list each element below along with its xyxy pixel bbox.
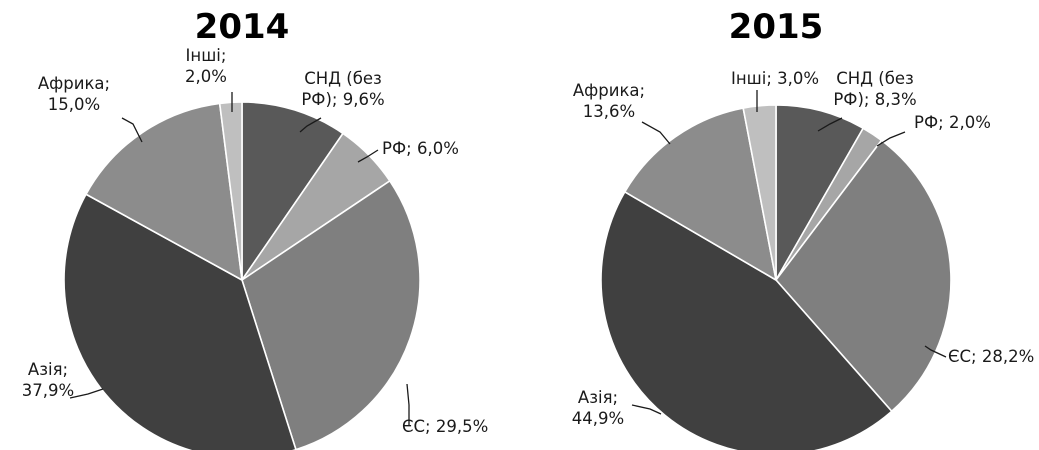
chart-2015: 2015 СНД (без РФ); 8,3% РФ; 2,0% ЄС; 28,2% А… [572, 7, 1034, 450]
slice-label-line: 15,0% [48, 95, 100, 114]
pie-slice-2014-6 [218, 101, 243, 281]
pie-slice-2015-4 [600, 190, 893, 450]
pie-slice-2015-6 [742, 104, 777, 281]
slice-label-line: ЄС; 28,2% [948, 347, 1034, 366]
pie-slice-2015-5 [623, 107, 778, 282]
slice-label-line: Інші; [186, 46, 227, 65]
slice-label-2014-1: СНД (без РФ); 9,6% [301, 69, 384, 109]
leader-line-2014-3 [406, 383, 410, 425]
leader-line-2014-1 [299, 117, 322, 133]
slice-labels-2014: СНД (без РФ); 9,6% РФ; 6,0% ЄС; 29,5% Азія; 3… [22, 46, 488, 436]
slice-label-line: ЄС; 29,5% [402, 417, 488, 436]
slice-label-line: РФ); 9,6% [301, 90, 384, 109]
pie-slice-2014-1 [241, 101, 345, 283]
slice-label-line: РФ; 2,0% [914, 113, 991, 132]
slice-label-2015-3: ЄС; 28,2% [948, 347, 1034, 366]
leader-line-2014-2 [357, 149, 379, 163]
slice-labels-2015: СНД (без РФ); 8,3% РФ; 2,0% ЄС; 28,2% Азія; 4… [572, 69, 1034, 428]
slice-label-line: Азія; [578, 388, 618, 407]
pie-slice-2015-3 [774, 139, 952, 413]
slice-label-2014-3: ЄС; 29,5% [402, 417, 488, 436]
pie-slice-2014-5 [84, 102, 243, 282]
slice-label-line: РФ); 8,3% [833, 90, 916, 109]
slice-label-2014-2: РФ; 6,0% [382, 139, 459, 158]
slice-label-line: РФ; 6,0% [382, 139, 459, 158]
chart-2014: 2014 СНД (без РФ); 9,6% РФ; 6,0% ЄС; 29,5% А… [22, 7, 488, 450]
slice-label-2015-4: Азія; 44,9% [572, 388, 624, 428]
leader-line-2015-4 [631, 404, 662, 415]
slice-label-2014-4: Азія; 37,9% [22, 360, 74, 400]
slice-label-2015-5: Африка; 13,6% [573, 81, 645, 121]
slice-label-2015-2: РФ; 2,0% [914, 113, 991, 132]
pie-slices-2014 [63, 101, 421, 450]
pie-slices-2015 [600, 104, 952, 450]
slice-label-line: СНД (без [836, 69, 914, 88]
slice-label-2015-6: Інші; 3,0% [731, 69, 819, 88]
slice-label-line: Інші; 3,0% [731, 69, 819, 88]
pie-slice-2014-4 [63, 193, 297, 450]
leader-line-2014-4 [69, 388, 104, 399]
leader-line-2015-2 [876, 131, 906, 147]
slice-label-2014-5: Африка; 15,0% [38, 74, 110, 114]
slice-label-line: 44,9% [572, 409, 624, 428]
pie-slice-2015-1 [775, 104, 865, 283]
slice-label-line: 13,6% [583, 102, 635, 121]
slice-label-line: Африка; [573, 81, 645, 100]
slice-label-2014-6: Інші; 2,0% [185, 46, 227, 86]
pie-slice-2014-3 [241, 179, 421, 450]
leader-line-2015-5 [641, 121, 671, 145]
leader-line-2014-5 [121, 117, 143, 143]
slice-label-line: Африка; [38, 74, 110, 93]
chart-title-2015: 2015 [729, 7, 824, 47]
slice-label-line: 37,9% [22, 381, 74, 400]
slice-label-line: СНД (без [304, 69, 382, 88]
leader-line-2015-3 [924, 345, 947, 358]
chart-title-2014: 2014 [195, 7, 290, 47]
leader-line-2015-1 [817, 117, 843, 132]
slice-label-2015-1: СНД (без РФ); 8,3% [833, 69, 916, 109]
slice-label-line: Азія; [28, 360, 68, 379]
slice-label-line: 2,0% [185, 67, 227, 86]
